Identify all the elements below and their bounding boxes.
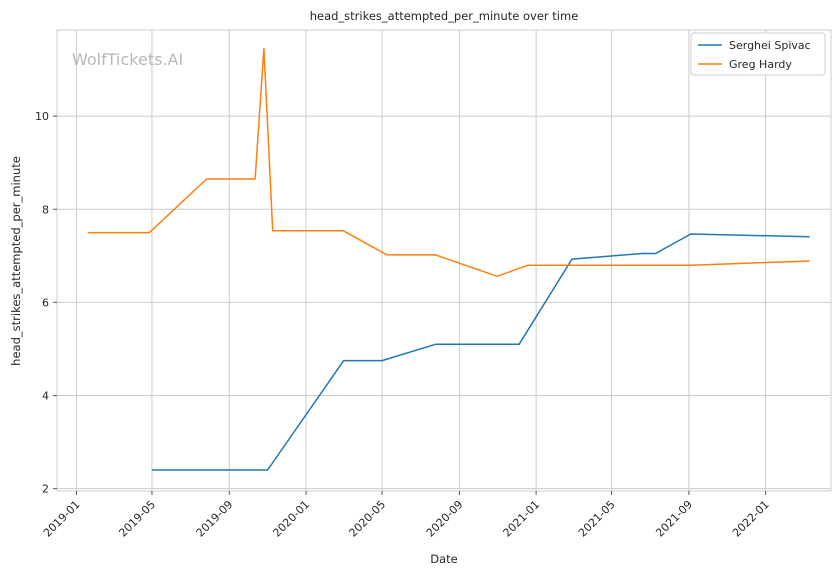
legend-box bbox=[690, 32, 826, 76]
series-line-greg-hardy bbox=[87, 47, 810, 278]
series-line-serghei-spivac bbox=[151, 233, 810, 471]
y-tick-label: 2 bbox=[42, 483, 49, 496]
legend-label-greg-hardy: Greg Hardy bbox=[729, 58, 792, 71]
chart-title: head_strikes_attempted_per_minute over t… bbox=[310, 9, 579, 23]
legend: Serghei Spivac Greg Hardy bbox=[690, 32, 826, 76]
y-tick-label: 10 bbox=[35, 110, 49, 123]
series-lines bbox=[87, 47, 810, 471]
watermark: WolfTickets.AI bbox=[72, 50, 183, 69]
y-axis-label: head_strikes_attempted_per_minute bbox=[9, 156, 23, 366]
y-tick-label: 8 bbox=[42, 203, 49, 216]
x-axis-label: Date bbox=[430, 552, 458, 566]
y-tick-label: 4 bbox=[42, 390, 49, 403]
y-tick-label: 6 bbox=[42, 296, 49, 309]
grid bbox=[57, 30, 831, 491]
legend-label-serghei-spivac: Serghei Spivac bbox=[729, 39, 811, 52]
plot-frame bbox=[56, 29, 832, 492]
